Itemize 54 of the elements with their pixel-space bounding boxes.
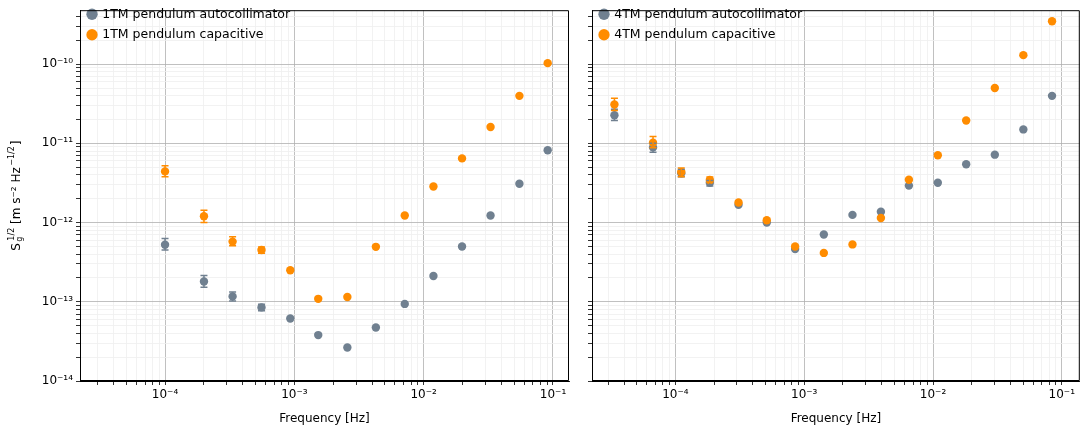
point — [543, 58, 552, 68]
x-axis-title: Frequency [Hz] — [790, 410, 882, 425]
y-tick-label: 10⁻¹⁰ — [41, 56, 74, 71]
legend-label: 1TM pendulum capacitive — [102, 26, 264, 41]
point — [457, 242, 467, 251]
point — [848, 210, 857, 220]
point — [1047, 17, 1057, 26]
point — [933, 151, 943, 160]
x-axis-title: Frequency [Hz] — [279, 410, 370, 425]
point — [848, 240, 857, 249]
point — [400, 211, 409, 220]
point — [819, 230, 829, 239]
x-tick-label: 10⁻⁴ — [662, 387, 689, 402]
point — [543, 146, 552, 155]
point — [400, 299, 409, 309]
point — [286, 266, 295, 275]
x-tick-label: 10⁻¹ — [1048, 387, 1076, 402]
point — [343, 292, 352, 302]
point — [429, 271, 438, 281]
point — [515, 179, 524, 188]
y-tick-label: 10⁻¹⁴ — [41, 373, 74, 388]
point — [314, 330, 323, 340]
point — [486, 122, 495, 132]
point — [876, 213, 886, 223]
point — [429, 182, 438, 191]
y-tick-label: 10⁻¹³ — [41, 293, 74, 308]
y-axis-title: Sg1/2 [m s⁻² Hz−1/2] — [7, 140, 25, 251]
point — [515, 91, 524, 101]
point — [286, 314, 295, 323]
x-tick-label: 10⁻² — [410, 387, 438, 402]
point — [904, 175, 914, 184]
point — [343, 343, 352, 352]
x-tick-label: 10⁻³ — [791, 387, 818, 402]
point — [961, 116, 971, 125]
point — [457, 154, 467, 163]
point — [486, 211, 495, 220]
y-tick-label: 10⁻¹¹ — [41, 135, 74, 150]
point — [990, 150, 1000, 159]
point — [990, 83, 1000, 93]
point — [933, 178, 943, 187]
x-tick-label: 10⁻¹ — [539, 387, 567, 402]
x-tick-label: 10⁻² — [919, 387, 947, 402]
point — [371, 323, 381, 332]
point — [371, 242, 381, 252]
point — [961, 159, 971, 169]
point — [1019, 125, 1028, 134]
point — [1019, 50, 1028, 60]
y-tick-label: 10⁻¹² — [41, 214, 74, 229]
point — [1047, 91, 1057, 101]
point — [819, 248, 829, 258]
legend-label: 4TM pendulum capacitive — [614, 26, 776, 41]
point — [314, 294, 323, 304]
x-tick-label: 10⁻³ — [281, 387, 308, 402]
x-tick-label: 10⁻⁴ — [151, 387, 179, 402]
